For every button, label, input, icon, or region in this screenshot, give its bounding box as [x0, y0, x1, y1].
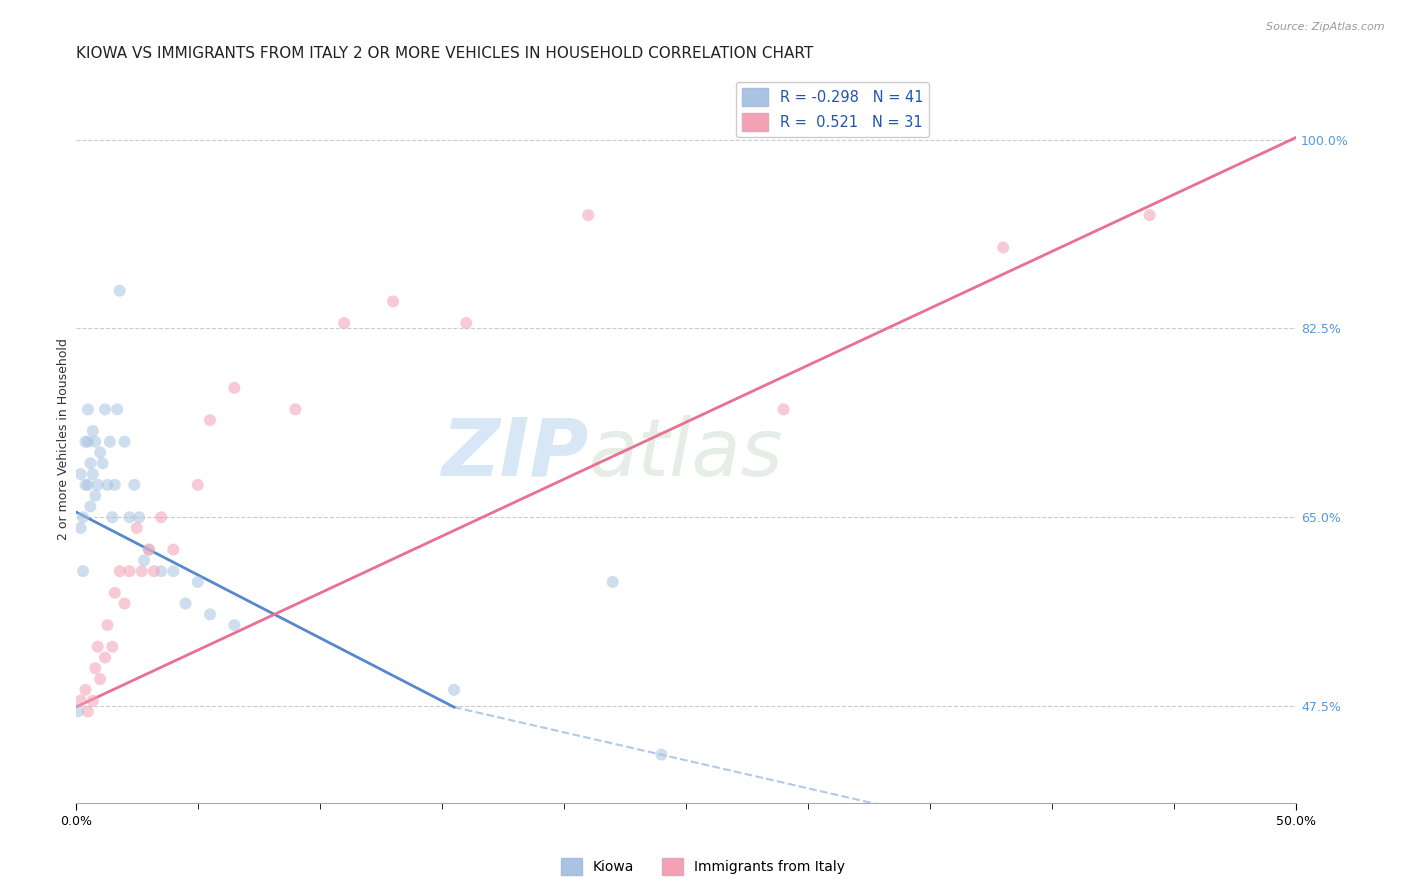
Point — [162, 564, 184, 578]
Point — [131, 564, 153, 578]
Point — [150, 564, 173, 578]
Point — [75, 434, 97, 449]
Point — [79, 456, 101, 470]
Text: ZIP: ZIP — [441, 415, 588, 492]
Point — [150, 510, 173, 524]
Point — [75, 478, 97, 492]
Point — [82, 467, 104, 481]
Point — [187, 574, 209, 589]
Point — [382, 294, 405, 309]
Point — [77, 402, 100, 417]
Point — [576, 208, 599, 222]
Point — [82, 693, 104, 707]
Point — [125, 521, 148, 535]
Point — [77, 705, 100, 719]
Legend: Kiowa, Immigrants from Italy: Kiowa, Immigrants from Italy — [555, 853, 851, 880]
Point — [96, 478, 118, 492]
Point — [443, 682, 465, 697]
Point — [77, 478, 100, 492]
Point — [89, 672, 111, 686]
Point — [108, 564, 131, 578]
Point — [198, 413, 221, 427]
Text: Source: ZipAtlas.com: Source: ZipAtlas.com — [1267, 22, 1385, 32]
Point — [993, 240, 1015, 254]
Point — [94, 402, 117, 417]
Point — [224, 618, 246, 632]
Point — [284, 402, 307, 417]
Point — [69, 467, 91, 481]
Point — [94, 650, 117, 665]
Point — [84, 489, 107, 503]
Point — [772, 402, 794, 417]
Point — [96, 618, 118, 632]
Point — [91, 456, 114, 470]
Point — [118, 510, 141, 524]
Point — [77, 434, 100, 449]
Point — [114, 597, 136, 611]
Point — [1139, 208, 1161, 222]
Point — [142, 564, 165, 578]
Point — [602, 574, 624, 589]
Point — [84, 661, 107, 675]
Point — [333, 316, 356, 330]
Point — [89, 445, 111, 459]
Point — [187, 478, 209, 492]
Point — [104, 586, 127, 600]
Text: atlas: atlas — [588, 415, 783, 492]
Point — [84, 434, 107, 449]
Point — [79, 500, 101, 514]
Point — [82, 424, 104, 438]
Y-axis label: 2 or more Vehicles in Household: 2 or more Vehicles in Household — [58, 338, 70, 540]
Point — [101, 640, 124, 654]
Point — [72, 510, 94, 524]
Point — [69, 521, 91, 535]
Point — [86, 478, 108, 492]
Point — [118, 564, 141, 578]
Point — [105, 402, 128, 417]
Point — [101, 510, 124, 524]
Point — [138, 542, 160, 557]
Point — [67, 705, 90, 719]
Legend: R = -0.298   N = 41, R =  0.521   N = 31: R = -0.298 N = 41, R = 0.521 N = 31 — [735, 82, 929, 136]
Point — [114, 434, 136, 449]
Point — [69, 693, 91, 707]
Point — [72, 564, 94, 578]
Point — [174, 597, 197, 611]
Point — [104, 478, 127, 492]
Point — [138, 542, 160, 557]
Point — [198, 607, 221, 622]
Point — [98, 434, 121, 449]
Text: KIOWA VS IMMIGRANTS FROM ITALY 2 OR MORE VEHICLES IN HOUSEHOLD CORRELATION CHART: KIOWA VS IMMIGRANTS FROM ITALY 2 OR MORE… — [76, 46, 813, 62]
Point — [132, 553, 155, 567]
Point — [456, 316, 478, 330]
Point — [224, 381, 246, 395]
Point — [650, 747, 672, 762]
Point — [86, 640, 108, 654]
Point — [128, 510, 150, 524]
Point — [162, 542, 184, 557]
Point — [108, 284, 131, 298]
Point — [124, 478, 146, 492]
Point — [75, 682, 97, 697]
